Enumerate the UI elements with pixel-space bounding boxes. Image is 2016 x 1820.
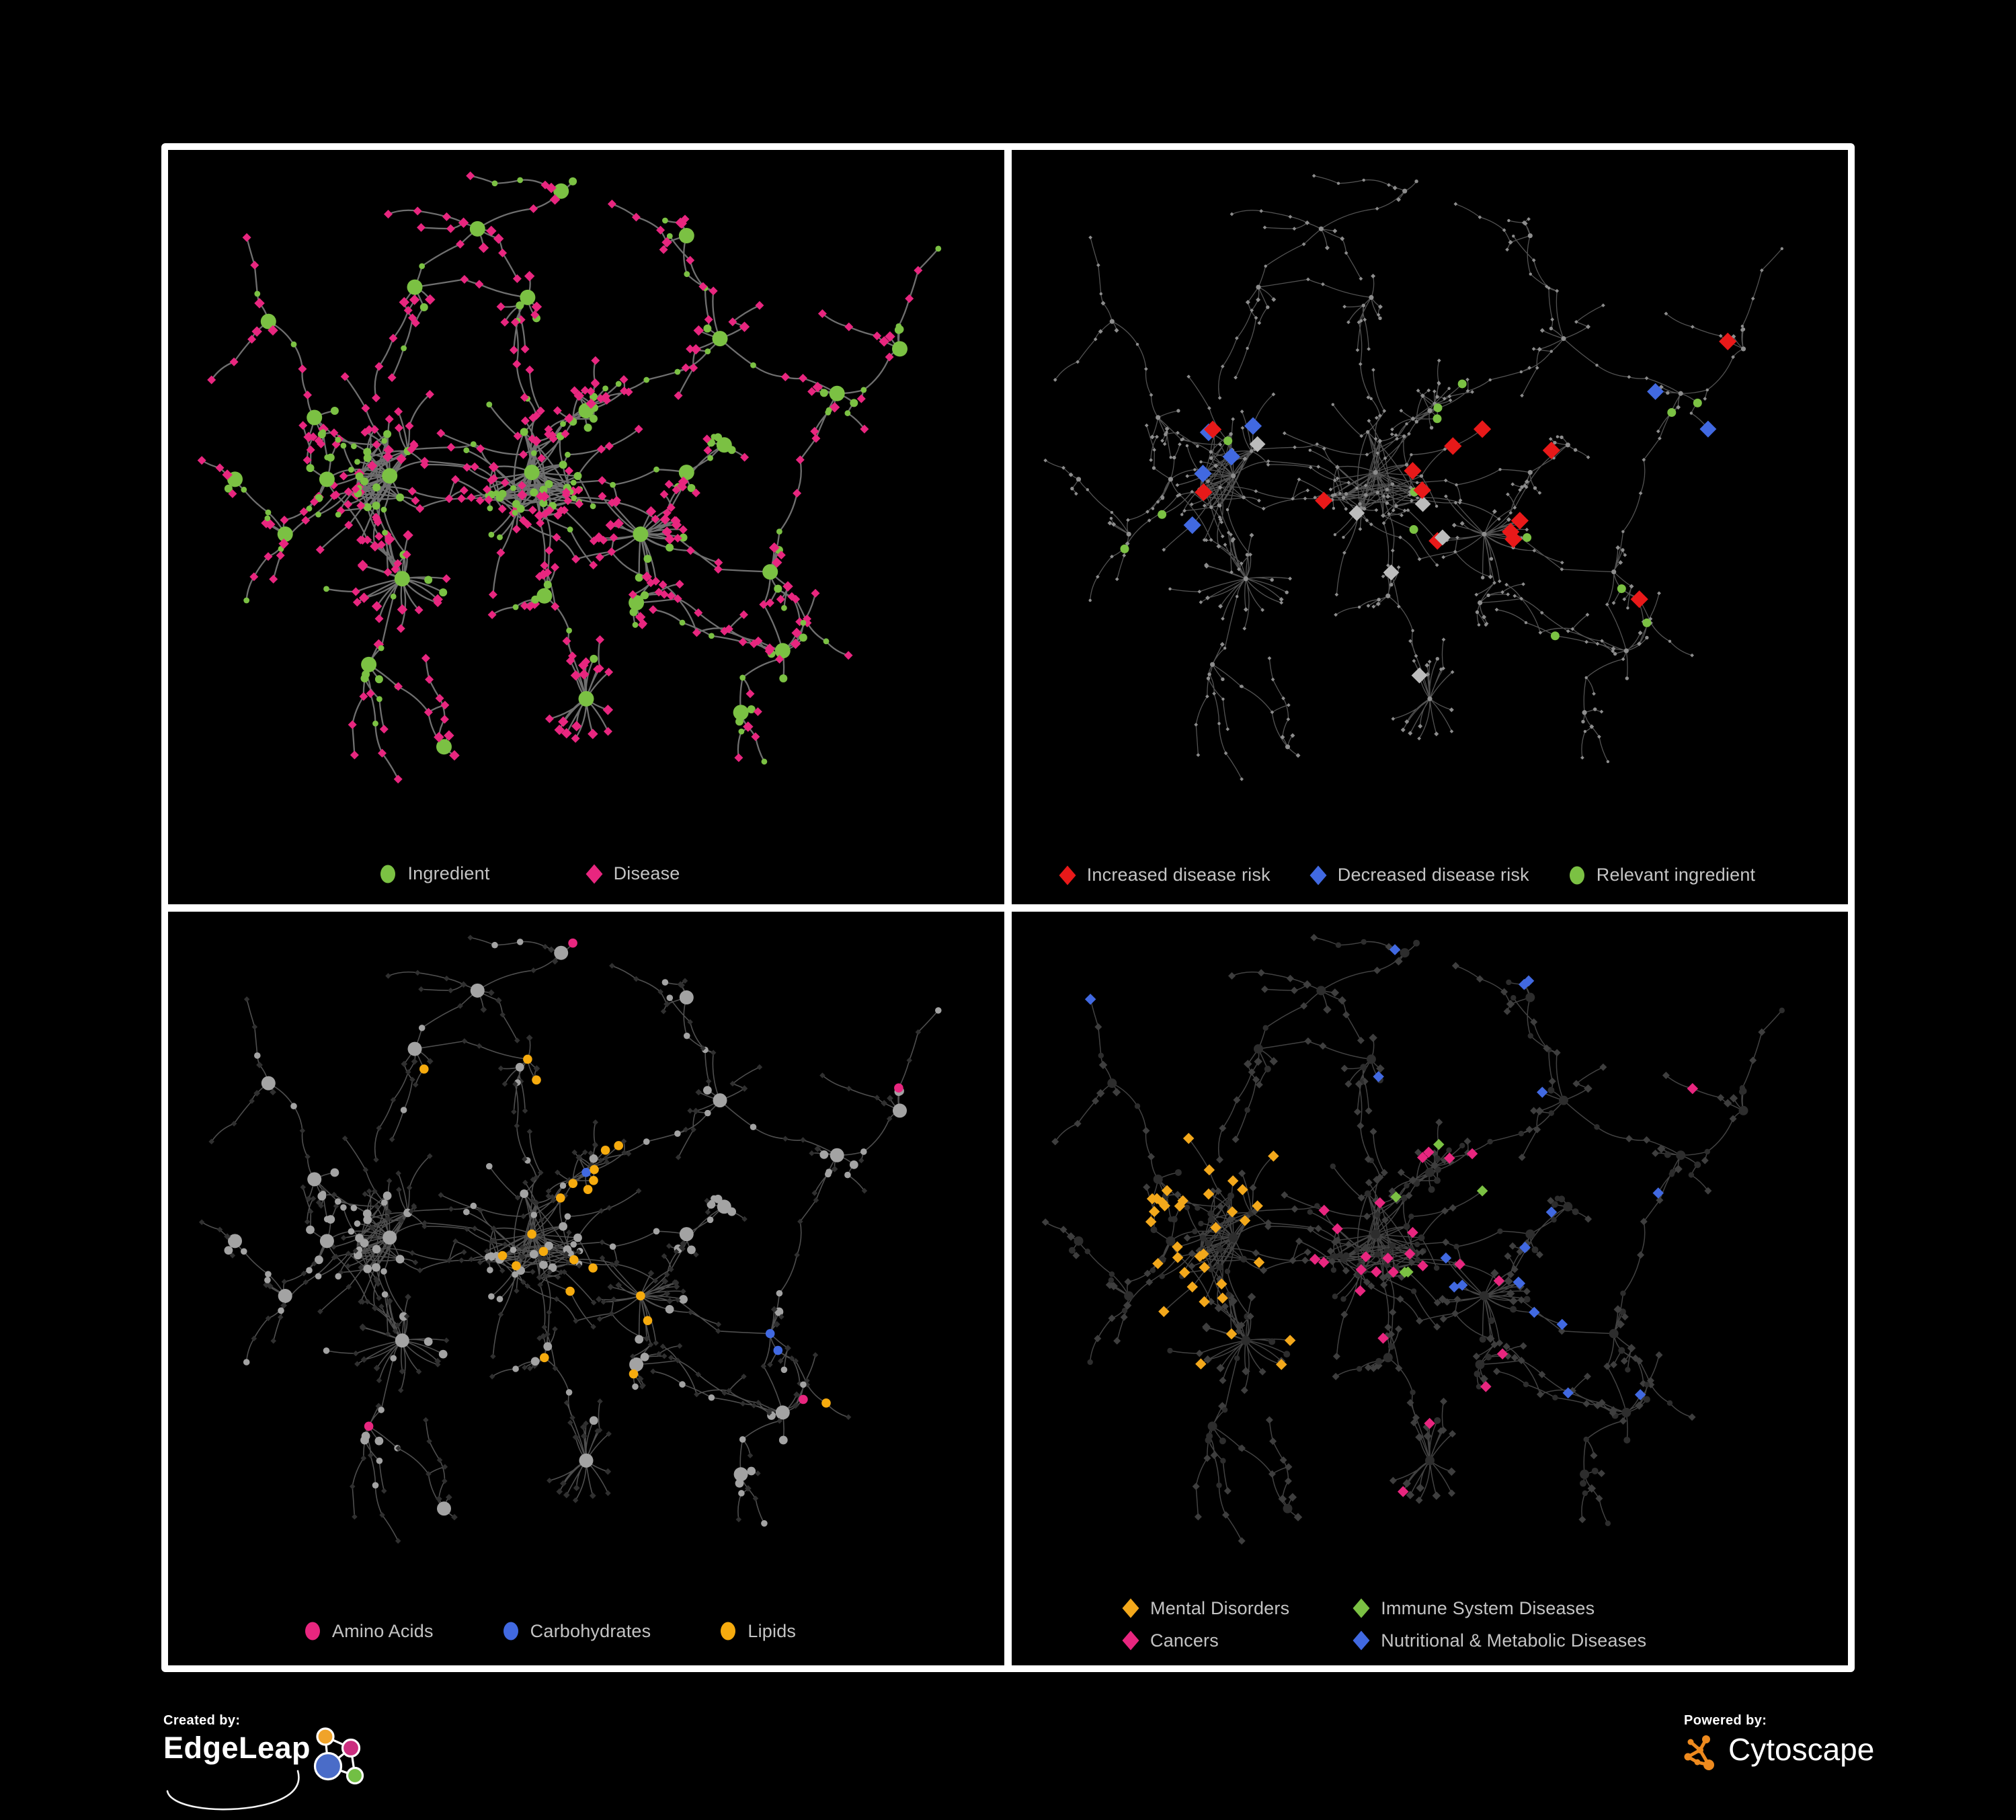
legend-ingredient-classes: Amino Acids Carbohydrates Lipids <box>168 1620 967 1643</box>
circle-marker-icon <box>1569 866 1584 884</box>
network-disease-risk <box>1043 173 1783 781</box>
created-by-label: Created by: <box>163 1713 241 1728</box>
legend-label: Carbohydrates <box>530 1620 651 1641</box>
panel-ingredient-classes: Amino Acids Carbohydrates Lipids <box>168 911 1004 1665</box>
legend-label: Increased disease risk <box>1086 865 1271 885</box>
circle-marker-icon <box>380 865 396 883</box>
network-ingredient-disease <box>197 171 942 784</box>
legend-label: Amino Acids <box>331 1620 434 1641</box>
panel-disease-categories: Mental Disorders Immune System Diseases Ca… <box>1012 911 1848 1665</box>
legend-item-mental-disorders: Mental Disorders <box>1121 1597 1289 1620</box>
legend-label: Immune System Diseases <box>1381 1597 1595 1618</box>
cytoscape-credit: Powered by: Cytoscape <box>1684 1713 1966 1787</box>
edgeleap-credit: Created by: EdgeLeap <box>163 1713 378 1814</box>
circle-marker-icon <box>721 1622 736 1640</box>
legend-label: Relevant ingredient <box>1596 865 1756 885</box>
powered-by-label: Powered by: <box>1684 1713 1767 1728</box>
panel-grid: Ingredient Disease Increased disease risk… <box>161 143 1855 1672</box>
diamond-marker-icon <box>1309 865 1327 885</box>
legend-label: Ingredient <box>407 863 490 883</box>
legend-label: Disease <box>613 863 680 883</box>
legend-item-cancers: Cancers <box>1121 1629 1289 1652</box>
network-ingredient-classes <box>198 934 942 1544</box>
legend-label: Cancers <box>1150 1630 1219 1651</box>
legend-item-lipids: Lipids <box>718 1620 796 1643</box>
legend-label: Mental Disorders <box>1150 1597 1290 1618</box>
legend-disease-categories: Mental Disorders Immune System Diseases Ca… <box>1121 1597 1646 1652</box>
panel-disease-risk: Increased disease risk Decreased disease … <box>1012 150 1848 904</box>
network-disease-categories <box>1041 933 1785 1544</box>
circle-marker-icon <box>503 1622 518 1640</box>
legend-item-decreased-disease-risk: Decreased disease risk <box>1308 864 1529 887</box>
legend-item-carbohydrates: Carbohydrates <box>501 1620 651 1643</box>
legend-label: Decreased disease risk <box>1337 865 1529 885</box>
legend-item-ingredient: Ingredient <box>378 863 489 885</box>
cytoscape-brand: Cytoscape <box>1728 1732 1875 1767</box>
legend-disease-risk: Increased disease risk Decreased disease … <box>1012 864 1824 887</box>
panel-ingredient-disease: Ingredient Disease <box>168 150 1004 904</box>
circle-marker-icon <box>305 1622 320 1640</box>
edgeleap-logo-icon <box>313 1727 364 1785</box>
diamond-marker-icon <box>1353 1630 1370 1651</box>
legend-label: Nutritional & Metabolic Diseases <box>1381 1630 1647 1651</box>
legend-item-immune-system-diseases: Immune System Diseases <box>1351 1597 1646 1620</box>
diamond-marker-icon <box>1122 1598 1139 1618</box>
legend-label: Lipids <box>748 1620 797 1641</box>
legend-item-disease: Disease <box>584 863 680 885</box>
legend-item-amino-acids: Amino Acids <box>303 1620 434 1643</box>
cytoscape-logo-icon <box>1684 1735 1714 1770</box>
legend-item-increased-disease-risk: Increased disease risk <box>1057 864 1271 887</box>
edgeleap-brand: EdgeLeap <box>163 1731 311 1765</box>
diamond-marker-icon <box>586 864 603 883</box>
diamond-marker-icon <box>1353 1598 1370 1618</box>
diamond-marker-icon <box>1059 865 1076 885</box>
diamond-marker-icon <box>1122 1630 1139 1651</box>
legend-item-nutritional-metabolic-diseases: Nutritional & Metabolic Diseases <box>1351 1629 1646 1652</box>
legend-item-relevant-ingredient: Relevant ingredient <box>1567 864 1755 887</box>
legend-ingredient-disease: Ingredient Disease <box>168 863 947 885</box>
